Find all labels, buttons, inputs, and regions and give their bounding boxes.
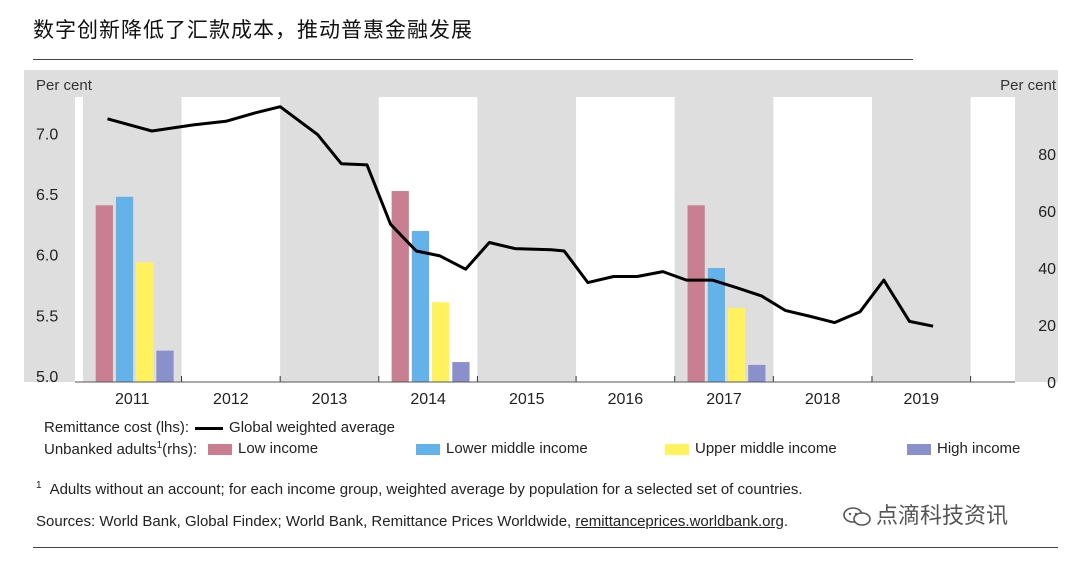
chart-title: 数字创新降低了汇款成本，推动普惠金融发展: [33, 18, 473, 42]
right-tick-label-20: 20: [1038, 318, 1056, 335]
bar-2017-lower-middle-income: [707, 268, 726, 382]
x-tick-label-2011: 2011: [115, 391, 150, 408]
sources-link[interactable]: remittanceprices.worldbank.org: [575, 513, 784, 530]
legend-item-lower-middle-income: Lower middle income: [416, 440, 588, 457]
legend-bars-label: Unbanked adults: [44, 441, 157, 458]
legend-bars-suffix: (rhs):: [162, 441, 198, 458]
line-global-weighted-average: [107, 105, 934, 328]
left-tick-label-7.0: 7.0: [36, 126, 58, 143]
left-axis-label: Per cent: [36, 77, 93, 94]
top-rule: [33, 59, 913, 60]
legend-row-line: Remittance cost (lhs): Global weighted av…: [44, 419, 395, 436]
x-tick-label-2013: 2013: [312, 391, 348, 408]
legend-swatch-high-income: [907, 443, 931, 455]
bar-2014-upper-middle-income: [432, 302, 450, 382]
bottom-rule: [33, 547, 1058, 548]
legend-line-item: Global weighted average: [229, 419, 395, 436]
sources: Sources: World Bank, Global Findex; Worl…: [36, 513, 788, 530]
legend-swatch-low-income: [208, 443, 232, 455]
legend-line-swatch: [195, 426, 224, 430]
left-margin-band: [24, 70, 75, 382]
x-tick-label-2012: 2012: [213, 391, 249, 408]
left-tick-label-5.5: 5.5: [36, 308, 58, 325]
right-tick-label-60: 60: [1038, 204, 1056, 221]
year-band-2013: [280, 97, 379, 382]
legend-bars-sup: 1: [156, 440, 163, 451]
legend-swatch-lower-middle-income: [416, 443, 440, 455]
x-tick-label-2014: 2014: [410, 391, 446, 408]
x-tick-label-2016: 2016: [608, 391, 644, 408]
right-tick-label-80: 80: [1038, 147, 1056, 164]
bar-2017-upper-middle-income: [727, 307, 746, 382]
left-tick-label-5.0: 5.0: [36, 369, 58, 386]
chart-svg: Per cent Per cent 7.0 6.5 6.0 5.5 5.0 80 60 40 20 0…: [24, 70, 1058, 408]
legend-row-bars-label: Unbanked adults1(rhs):: [44, 440, 197, 458]
legend-item-high-income: High income: [907, 440, 1020, 457]
x-tick-label-2018: 2018: [805, 391, 841, 408]
bar-2014-high-income: [452, 362, 470, 382]
legend-label-high-income: High income: [937, 440, 1021, 457]
bar-2014-lower-middle-income: [411, 230, 430, 382]
footnote-marker: 1: [36, 480, 42, 491]
x-tick-label-2019: 2019: [903, 391, 939, 408]
watermark-text: 点滴科技资讯: [876, 504, 1009, 529]
top-margin-band: [75, 70, 1015, 97]
x-tick-label-2015: 2015: [509, 391, 545, 408]
watermark: 点滴科技资讯: [842, 498, 1008, 530]
legend-label-lower-middle-income: Lower middle income: [446, 440, 588, 457]
year-band-2015: [477, 97, 577, 382]
bar-2011-lower-middle-income: [115, 196, 134, 382]
bar-2011-upper-middle-income: [136, 262, 154, 382]
bar-2017-low-income: [687, 205, 705, 382]
left-tick-label-6.5: 6.5: [36, 187, 58, 204]
legend-label-low-income: Low income: [238, 440, 319, 457]
bar-2011-low-income: [95, 205, 113, 382]
legend-swatch-upper-middle-income: [665, 443, 689, 455]
footnote-text: Adults without an account; for each inco…: [49, 481, 803, 498]
left-tick-label-6.0: 6.0: [36, 248, 58, 265]
right-axis-label: Per cent: [1000, 77, 1057, 94]
bar-2017-high-income: [748, 364, 766, 382]
sources-suffix: .: [783, 513, 788, 530]
bar-2011-high-income: [156, 350, 174, 382]
x-tick-label-2017: 2017: [706, 391, 742, 408]
right-margin-band: [1015, 70, 1058, 382]
legend-label-upper-middle-income: Upper middle income: [695, 440, 837, 457]
chat-bubbles-icon: [843, 507, 871, 526]
legend-item-low-income: Low income: [208, 440, 318, 457]
legend-item-upper-middle-income: Upper middle income: [665, 440, 837, 457]
right-tick-label-0: 0: [1047, 375, 1056, 392]
footnote: 1 Adults without an account; for each inc…: [36, 480, 803, 498]
year-band-2019: [871, 97, 971, 382]
bar-2014-low-income: [391, 191, 409, 382]
legend-line-label: Remittance cost (lhs):: [44, 419, 190, 436]
sources-prefix: Sources: World Bank, Global Findex; Worl…: [36, 513, 576, 530]
right-tick-label-40: 40: [1038, 261, 1056, 278]
